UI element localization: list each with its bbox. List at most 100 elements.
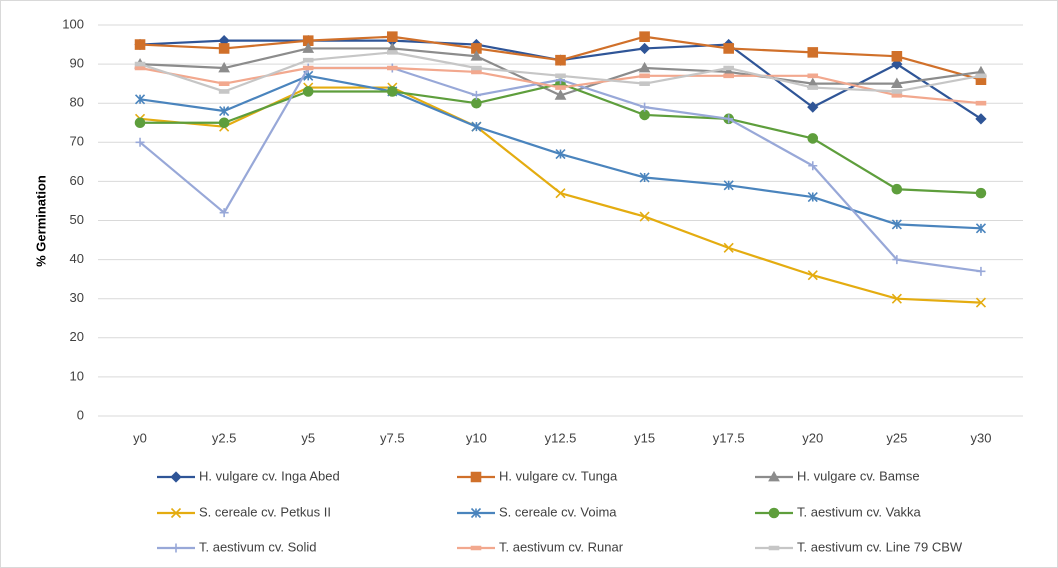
point-marker <box>891 50 903 62</box>
legend-marker <box>470 471 482 483</box>
point-marker <box>891 219 902 230</box>
point-marker <box>387 31 398 43</box>
legend-label: H. vulgare cv. Inga Abed <box>199 468 340 483</box>
point-marker <box>555 148 566 160</box>
point-marker <box>471 65 482 71</box>
legend-label: H. vulgare cv. Bamse <box>797 468 920 483</box>
point-marker <box>135 137 145 147</box>
legend-label: S. cereale cv. Voima <box>499 504 617 519</box>
point-marker <box>639 109 650 121</box>
point-marker <box>387 86 398 97</box>
point-marker <box>302 65 314 71</box>
point-marker <box>891 89 903 94</box>
legend-marker <box>171 543 181 553</box>
point-marker <box>218 81 230 86</box>
point-marker <box>723 180 734 191</box>
legend-marker <box>768 507 780 519</box>
point-marker <box>471 69 482 75</box>
x-tick-label: y15 <box>634 430 655 445</box>
point-marker <box>640 102 650 112</box>
point-marker <box>975 223 987 234</box>
legend-marker <box>170 471 182 483</box>
point-marker <box>807 191 818 203</box>
legend-marker <box>768 545 780 551</box>
point-marker <box>723 242 734 253</box>
point-marker <box>471 97 482 109</box>
y-tick-label: 10 <box>70 368 84 383</box>
point-marker <box>975 113 987 125</box>
point-marker <box>134 94 146 105</box>
point-marker <box>302 35 314 46</box>
point-marker <box>471 43 482 54</box>
point-marker <box>302 42 315 53</box>
point-marker <box>891 58 903 70</box>
point-marker <box>723 73 734 79</box>
point-marker <box>639 172 650 183</box>
legend-marker <box>470 507 482 519</box>
y-tick-label: 0 <box>77 407 84 422</box>
point-marker <box>639 73 650 79</box>
point-marker <box>471 121 482 132</box>
point-marker <box>218 117 230 129</box>
point-marker <box>638 61 651 73</box>
legend-marker <box>470 545 482 551</box>
point-marker <box>891 93 903 98</box>
point-marker <box>134 61 146 67</box>
point-marker <box>218 43 230 54</box>
point-marker <box>387 50 398 55</box>
point-marker <box>808 161 818 171</box>
y-tick-label: 30 <box>70 290 84 305</box>
x-tick-label: y0 <box>133 430 147 445</box>
x-tick-label: y30 <box>970 430 991 445</box>
legend-label: S. cereale cv. Petkus II <box>199 504 331 519</box>
point-marker <box>723 43 734 54</box>
point-marker <box>724 114 734 124</box>
x-tick-label: y20 <box>802 430 823 445</box>
y-tick-label: 20 <box>70 329 84 344</box>
point-marker <box>555 73 566 79</box>
point-marker <box>639 31 650 43</box>
point-marker <box>976 266 986 276</box>
point-marker <box>134 117 146 129</box>
y-axis-label: % Germination <box>33 175 48 267</box>
x-tick-label: y10 <box>466 430 487 445</box>
point-marker <box>471 90 481 100</box>
point-marker <box>219 208 229 218</box>
point-marker <box>891 183 903 195</box>
point-marker <box>218 61 230 73</box>
point-marker <box>807 133 819 144</box>
point-marker <box>555 188 566 199</box>
point-marker <box>807 47 819 58</box>
point-marker <box>302 57 314 63</box>
y-tick-label: 90 <box>70 56 84 71</box>
legend-marker <box>170 507 182 519</box>
point-marker <box>555 54 566 66</box>
y-tick-label: 100 <box>62 16 84 31</box>
point-marker <box>554 89 567 100</box>
point-marker <box>387 65 398 71</box>
legend-label: T. aestivum cv. Line 79 CBW <box>797 539 963 554</box>
point-marker <box>639 81 650 86</box>
point-marker <box>975 297 987 308</box>
x-tick-label: y25 <box>886 430 907 445</box>
point-marker <box>638 42 651 55</box>
x-tick-label: y7.5 <box>380 430 405 445</box>
point-marker <box>639 211 650 222</box>
point-marker <box>219 105 230 117</box>
y-tick-label: 60 <box>70 173 84 188</box>
point-marker <box>302 86 314 97</box>
point-marker <box>134 39 146 50</box>
point-marker <box>892 255 902 265</box>
legend-marker <box>768 470 780 482</box>
x-tick-label: y12.5 <box>545 430 577 445</box>
point-marker <box>891 77 903 89</box>
legend-label: H. vulgare cv. Tunga <box>499 468 618 483</box>
point-marker <box>134 65 146 71</box>
point-marker <box>807 270 818 281</box>
point-marker <box>975 100 987 106</box>
y-tick-label: 70 <box>70 134 84 149</box>
point-marker <box>807 85 819 90</box>
point-marker <box>807 73 819 79</box>
